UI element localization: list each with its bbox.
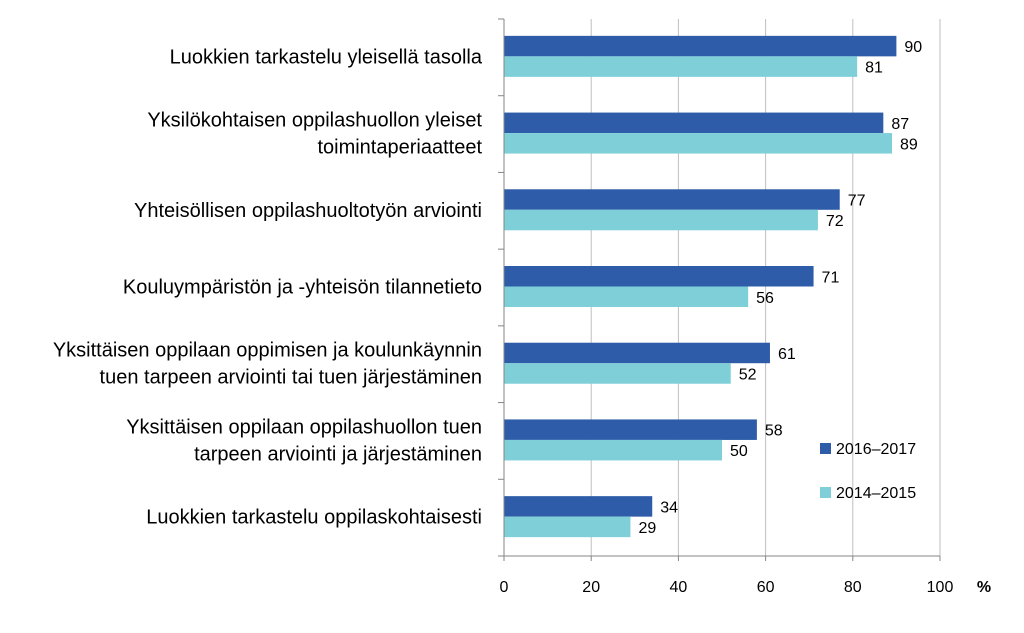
bar — [504, 209, 818, 231]
axes — [498, 18, 941, 561]
legend: 2016–2017 2014–2015 — [820, 441, 916, 502]
data-label: 50 — [730, 443, 748, 460]
bar — [504, 286, 749, 307]
category-label: Yksittäisen oppilaan oppilashuollon tuen — [126, 416, 482, 438]
bar — [504, 419, 757, 440]
x-unit-label: % — [977, 579, 991, 596]
data-label: 58 — [765, 423, 783, 440]
labels: 0 20 40 60 80 100 % 90 81 Luokkien tarkastelu yle… — [53, 39, 991, 596]
bar — [504, 112, 884, 134]
bar — [504, 439, 722, 461]
data-label: 34 — [660, 499, 678, 516]
category-label: tuen tarpeen arviointi tai tuen järjestä… — [100, 367, 482, 389]
legend-label: 2016–2017 — [836, 441, 916, 458]
legend-label: 2014–2015 — [836, 485, 916, 502]
bar — [504, 496, 653, 517]
data-label: 52 — [739, 366, 757, 383]
gridlines — [590, 19, 941, 556]
data-label: 89 — [900, 136, 918, 153]
category-label: Yksilökohtaisen oppilashuollon yleiset — [147, 110, 482, 132]
category-label: Kouluympäristön ja -yhteisön tilannetiet… — [123, 277, 482, 299]
bar — [504, 363, 731, 384]
data-label: 72 — [826, 213, 844, 230]
data-label: 90 — [904, 39, 922, 56]
category-label: toimintaperiaatteet — [317, 137, 482, 159]
data-label: 61 — [778, 346, 796, 363]
x-tick-label: 40 — [670, 579, 688, 596]
data-label: 87 — [891, 116, 909, 133]
legend-swatch — [820, 487, 831, 498]
bar — [504, 189, 840, 210]
bar — [504, 516, 631, 538]
x-tick-label: 80 — [844, 579, 862, 596]
category-label: Luokkien tarkastelu yleisellä tasolla — [170, 46, 483, 68]
x-tick-label: 0 — [500, 579, 509, 596]
legend-swatch — [820, 443, 831, 454]
category-label: tarpeen arviointi ja järjestäminen — [194, 443, 482, 465]
bar — [504, 342, 770, 364]
data-label: 29 — [638, 520, 656, 537]
category-label: Yhteisöllisen oppilashuoltotyön arvioint… — [134, 200, 482, 222]
x-tick-label: 60 — [757, 579, 775, 596]
x-tick-label: 20 — [582, 579, 600, 596]
bar — [504, 266, 814, 287]
data-label: 71 — [822, 269, 840, 286]
bar — [504, 133, 893, 154]
bar — [504, 35, 897, 57]
x-tick-label: 100 — [927, 579, 954, 596]
category-label: Luokkien tarkastelu oppilaskohtaisesti — [146, 507, 482, 529]
data-label: 77 — [848, 193, 866, 210]
bar — [504, 56, 858, 77]
bars — [504, 35, 897, 538]
category-label: Yksittäisen oppilaan oppimisen ja koulun… — [53, 340, 482, 362]
data-label: 56 — [756, 290, 774, 307]
data-label: 81 — [865, 60, 883, 77]
